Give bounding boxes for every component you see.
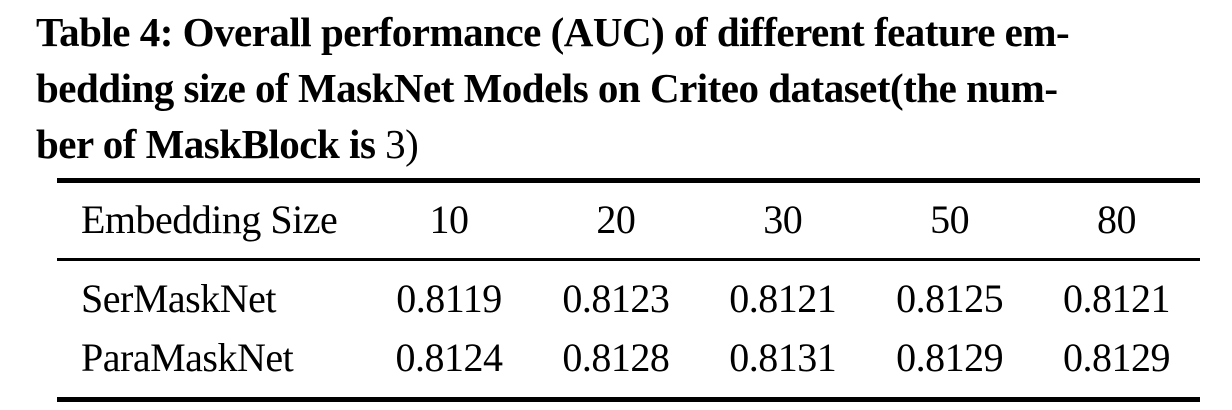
value-cell: 0.8119 xyxy=(396,276,502,321)
caption-line-1: Table 4: Overall performance (AUC) of di… xyxy=(36,9,1070,55)
row-label-paramasknet: ParaMaskNet xyxy=(81,335,294,380)
header-cell-10: 10 xyxy=(365,180,533,261)
header-row: Embedding Size 10 20 30 50 80 xyxy=(57,180,1200,261)
results-table-container: Embedding Size 10 20 30 50 80 SerMaskNet… xyxy=(57,178,1200,402)
header-cell-80: 80 xyxy=(1033,180,1200,261)
table-caption: Table 4: Overall performance (AUC) of di… xyxy=(36,4,1226,172)
header-cell-20: 20 xyxy=(532,180,700,261)
table-row-paramasknet: ParaMaskNet 0.8124 0.8128 0.8131 0.8129 … xyxy=(57,327,1200,400)
value-cell: 0.8123 xyxy=(562,276,670,321)
header-cell-30: 30 xyxy=(699,180,867,261)
value-cell: 0.8124 xyxy=(395,335,503,380)
value-cell: 0.8121 xyxy=(729,276,837,321)
row-label-sermasknet: SerMaskNet xyxy=(81,276,276,321)
table-row-sermasknet: SerMaskNet 0.8119 0.8123 0.8121 0.8125 0… xyxy=(57,260,1200,328)
value-cell: 0.8125 xyxy=(896,276,1004,321)
caption-maskblock-count: 3) xyxy=(385,121,419,167)
value-cell: 0.8129 xyxy=(1063,335,1171,380)
value-cell: 0.8121 xyxy=(1063,276,1171,321)
caption-line-3: ber of MaskBlock is 3) xyxy=(36,116,1226,172)
results-table: Embedding Size 10 20 30 50 80 SerMaskNet… xyxy=(57,178,1200,402)
header-cell-50: 50 xyxy=(866,180,1034,261)
value-cell: 0.8131 xyxy=(729,335,837,380)
value-cell: 0.8129 xyxy=(896,335,1004,380)
value-cell: 0.8128 xyxy=(562,335,670,380)
caption-line-3-bold: ber of MaskBlock is xyxy=(36,121,386,167)
caption-line-2: bedding size of MaskNet Models on Criteo… xyxy=(36,65,1058,111)
header-cell-embedding-size: Embedding Size xyxy=(57,180,366,261)
